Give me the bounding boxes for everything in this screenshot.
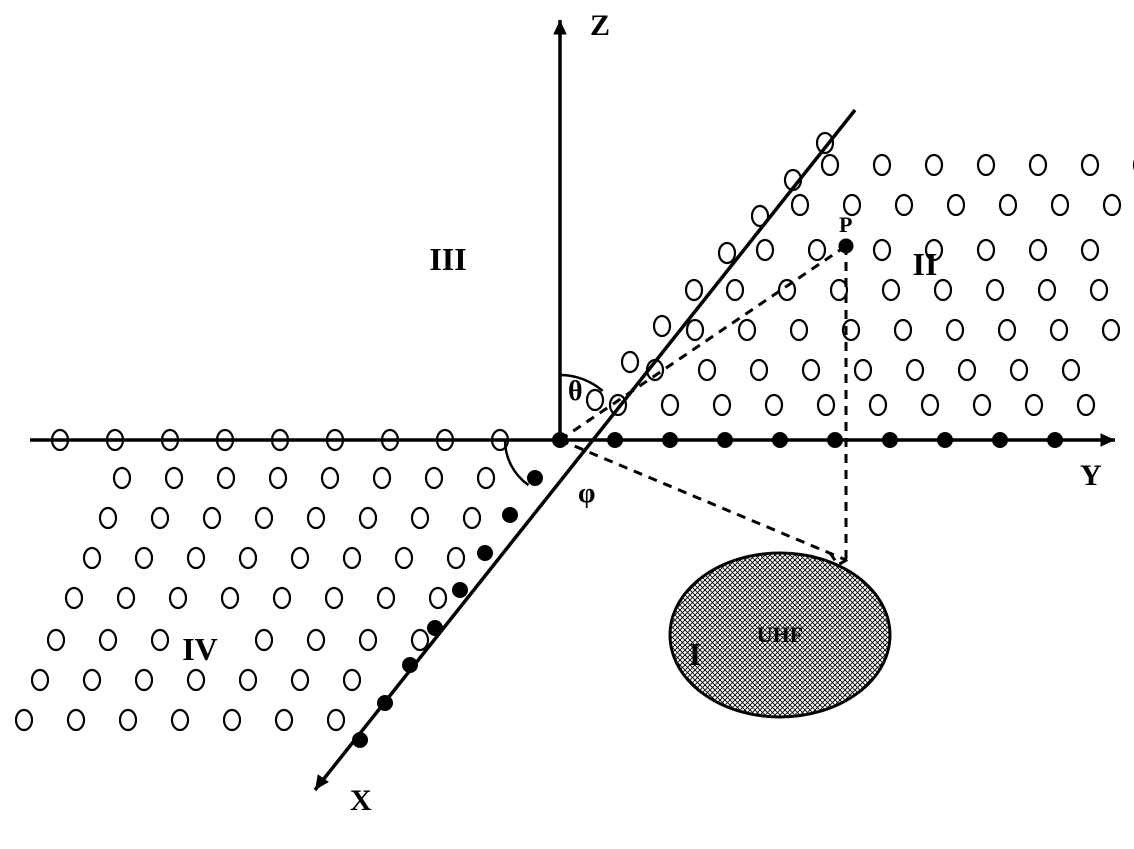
filled-dot [452,582,468,598]
canvas-bg [0,0,1134,849]
quadrant-I: I [689,636,701,672]
filled-dot [717,432,733,448]
filled-dot [402,657,418,673]
quadrant-III: III [429,241,466,277]
filled-dot [772,432,788,448]
x-label: X [350,784,372,817]
filled-dot [527,470,543,486]
P-label: P [839,212,852,237]
filled-dot [607,432,623,448]
filled-dot [882,432,898,448]
filled-dot [477,545,493,561]
y-label: Y [1080,459,1102,492]
theta-label: θ [568,376,583,407]
filled-dot [937,432,953,448]
quadrant-IV: IV [182,631,218,667]
filled-dot [502,507,518,523]
filled-dot [1047,432,1063,448]
filled-dot [992,432,1008,448]
z-label: Z [590,9,610,42]
phi-label: φ [578,478,595,509]
uhf-label: UHF [757,622,803,647]
filled-dot [827,432,843,448]
filled-dot [427,620,443,636]
point-P [839,239,854,254]
filled-dot [352,732,368,748]
quadrant-II: II [913,246,938,282]
filled-dot [377,695,393,711]
filled-dot [662,432,678,448]
filled-dot [552,432,568,448]
